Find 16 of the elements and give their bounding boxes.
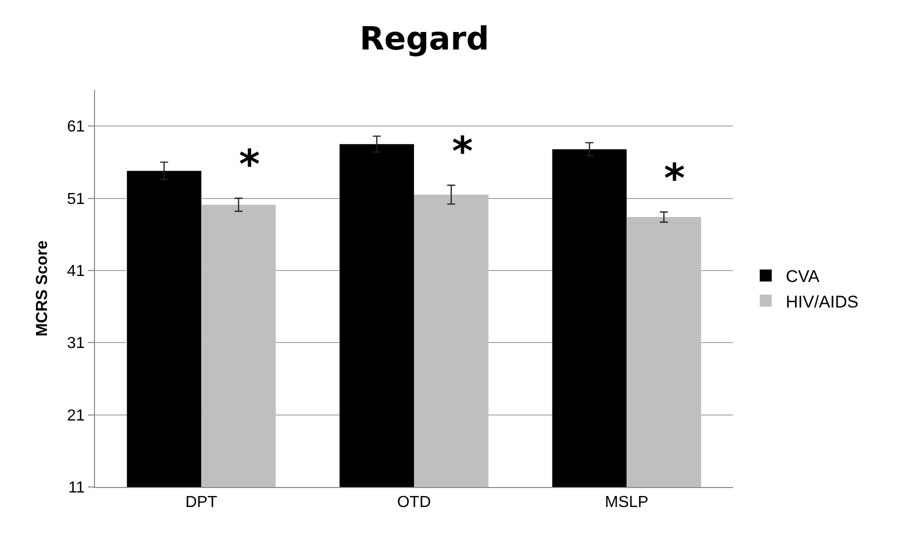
x-tick-label: OTD	[397, 494, 431, 512]
y-tick-label: 51	[67, 190, 85, 208]
y-tick-label: 21	[67, 407, 85, 424]
x-tick-label: DPT	[185, 494, 218, 512]
legend-label: CVA	[786, 267, 820, 286]
y-tick-label: 11	[68, 480, 85, 497]
legend-label: HIV/AIDS	[786, 292, 859, 312]
y-axis-title: MCRS Score	[34, 240, 51, 337]
y-tick-label: 61	[67, 118, 85, 136]
y-tick-label: 31	[67, 335, 85, 352]
x-tick-label: MSLP	[604, 494, 648, 512]
annotation: *	[664, 156, 685, 202]
y-tick-label: 41	[67, 263, 85, 280]
chart-title: Regard	[360, 19, 490, 58]
annotation: *	[452, 129, 473, 175]
annotation: *	[239, 142, 260, 188]
